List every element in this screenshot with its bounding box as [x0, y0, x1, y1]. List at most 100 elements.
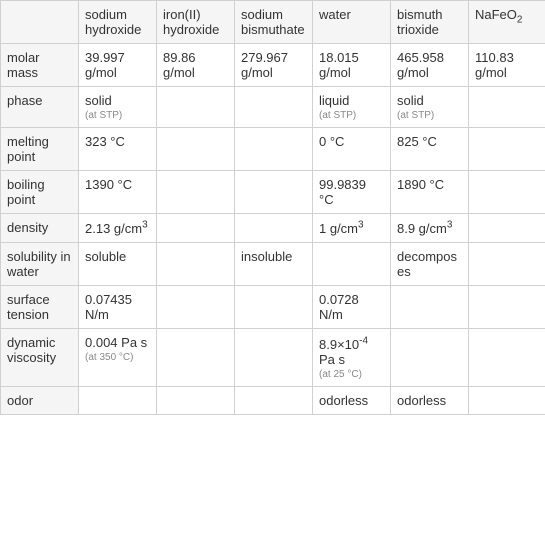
- table-cell: [157, 128, 235, 171]
- table-cell: 0.07435 N/m: [79, 286, 157, 329]
- table-cell: [157, 171, 235, 214]
- cell-value: solid: [397, 93, 424, 108]
- cell-value: odorless: [397, 393, 446, 408]
- row-header: molar mass: [1, 44, 79, 87]
- table-row: odor odorless odorless: [1, 386, 545, 414]
- table-cell: solid (at STP): [391, 87, 469, 128]
- cell-value: 8.9 g/cm3: [397, 221, 452, 236]
- table-cell: 279.967 g/mol: [235, 44, 313, 87]
- table-cell: [235, 329, 313, 386]
- table-cell: [235, 386, 313, 414]
- table-cell: 465.958 g/mol: [391, 44, 469, 87]
- table-cell: [469, 329, 545, 386]
- cell-note: (at 25 °C): [319, 369, 384, 380]
- table-cell: [469, 87, 545, 128]
- table-cell: [157, 243, 235, 286]
- cell-value: 0.004 Pa s: [85, 335, 147, 350]
- cell-value: 1890 °C: [397, 177, 444, 192]
- row-header: melting point: [1, 128, 79, 171]
- table-cell: liquid (at STP): [313, 87, 391, 128]
- table-cell: [469, 214, 545, 243]
- cell-value: 0.0728 N/m: [319, 292, 359, 322]
- table-cell: [469, 243, 545, 286]
- table-cell: 1390 °C: [79, 171, 157, 214]
- table-cell: [469, 171, 545, 214]
- table-cell: [235, 128, 313, 171]
- cell-value: odorless: [319, 393, 368, 408]
- cell-value: liquid: [319, 93, 349, 108]
- cell-value: 39.997 g/mol: [85, 50, 125, 80]
- cell-value: solid: [85, 93, 112, 108]
- cell-value: 89.86 g/mol: [163, 50, 196, 80]
- corner-cell: [1, 1, 79, 44]
- row-header: solubility in water: [1, 243, 79, 286]
- table-cell: [391, 286, 469, 329]
- table-cell: [157, 214, 235, 243]
- cell-note: (at STP): [319, 110, 384, 121]
- cell-value: 0 °C: [319, 134, 344, 149]
- cell-value: 18.015 g/mol: [319, 50, 359, 80]
- table-cell: 0.004 Pa s (at 350 °C): [79, 329, 157, 386]
- table-row: density2.13 g/cm3 1 g/cm3 8.9 g/cm3: [1, 214, 545, 243]
- table-cell: 8.9×10-4 Pa s (at 25 °C): [313, 329, 391, 386]
- col-header: bismuth trioxide: [391, 1, 469, 44]
- table-cell: 0.0728 N/m: [313, 286, 391, 329]
- table-cell: [157, 87, 235, 128]
- table-cell: 2.13 g/cm3: [79, 214, 157, 243]
- table-cell: 18.015 g/mol: [313, 44, 391, 87]
- table-cell: decomposes: [391, 243, 469, 286]
- cell-value: 825 °C: [397, 134, 437, 149]
- col-header: water: [313, 1, 391, 44]
- table-cell: insoluble: [235, 243, 313, 286]
- table-row: molar mass39.997 g/mol 89.86 g/mol 279.967…: [1, 44, 545, 87]
- cell-value: 8.9×10-4 Pa s: [319, 337, 368, 367]
- table-cell: [313, 243, 391, 286]
- table-cell: [469, 286, 545, 329]
- table-row: surface tension0.07435 N/m0.0728 N/m: [1, 286, 545, 329]
- table-cell: [391, 329, 469, 386]
- table-cell: 0 °C: [313, 128, 391, 171]
- table-row: solubility in water soluble insoluble decom…: [1, 243, 545, 286]
- table-cell: odorless: [391, 386, 469, 414]
- table-cell: soluble: [79, 243, 157, 286]
- row-header: phase: [1, 87, 79, 128]
- cell-note: (at 350 °C): [85, 352, 150, 363]
- table-cell: [469, 128, 545, 171]
- table-row: melting point 323 °C 0 °C 825 °C: [1, 128, 545, 171]
- col-header: sodium hydroxide: [79, 1, 157, 44]
- properties-table: sodium hydroxide iron(II) hydroxide sodi…: [0, 0, 545, 415]
- table-cell: 1890 °C: [391, 171, 469, 214]
- cell-value: soluble: [85, 249, 126, 264]
- table-cell: 39.997 g/mol: [79, 44, 157, 87]
- table-cell: 1 g/cm3: [313, 214, 391, 243]
- table-body: molar mass39.997 g/mol 89.86 g/mol 279.967…: [1, 44, 545, 415]
- cell-value: 465.958 g/mol: [397, 50, 444, 80]
- col-header: iron(II) hydroxide: [157, 1, 235, 44]
- table-cell: [235, 214, 313, 243]
- row-header: boiling point: [1, 171, 79, 214]
- table-cell: [235, 286, 313, 329]
- row-header: odor: [1, 386, 79, 414]
- table-cell: [235, 171, 313, 214]
- cell-value: 279.967 g/mol: [241, 50, 288, 80]
- cell-value: 323 °C: [85, 134, 125, 149]
- table-cell: 89.86 g/mol: [157, 44, 235, 87]
- table-cell: 99.9839 °C: [313, 171, 391, 214]
- col-header: NaFeO2: [469, 1, 545, 44]
- header-row: sodium hydroxide iron(II) hydroxide sodi…: [1, 1, 545, 44]
- cell-note: (at STP): [85, 110, 150, 121]
- table-cell: [79, 386, 157, 414]
- cell-value: 99.9839 °C: [319, 177, 366, 207]
- table-cell: 110.83 g/mol: [469, 44, 545, 87]
- table-cell: odorless: [313, 386, 391, 414]
- table-cell: [157, 329, 235, 386]
- cell-note: (at STP): [397, 110, 462, 121]
- table-cell: [157, 386, 235, 414]
- cell-value: 0.07435 N/m: [85, 292, 132, 322]
- table-cell: [157, 286, 235, 329]
- col-header: sodium bismuthate: [235, 1, 313, 44]
- cell-value: 1 g/cm3: [319, 221, 364, 236]
- row-header: density: [1, 214, 79, 243]
- row-header: dynamic viscosity: [1, 329, 79, 386]
- table-cell: [235, 87, 313, 128]
